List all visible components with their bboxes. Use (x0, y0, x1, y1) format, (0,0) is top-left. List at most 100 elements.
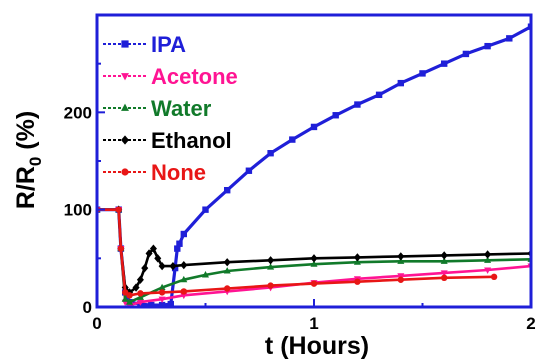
data-point-ipa (375, 91, 383, 99)
data-point-water (223, 267, 231, 274)
legend-marker-none (121, 168, 129, 176)
data-point-ipa (289, 136, 296, 143)
data-point-ethanol (440, 251, 448, 260)
data-point-ethanol (145, 249, 153, 258)
data-point-ethanol (353, 253, 361, 262)
legend: IPA Acetone Water Ethanol None (103, 32, 238, 185)
y-axis-title-subscript: 0 (26, 157, 45, 166)
data-point-none (158, 289, 166, 296)
data-point-water (353, 258, 361, 265)
data-point-none (397, 276, 404, 283)
data-point-ipa (158, 301, 166, 307)
data-point-ipa (245, 167, 253, 174)
data-point-ethanol (484, 250, 492, 259)
data-point-water (136, 293, 144, 300)
data-point-acetone (180, 292, 188, 300)
legend-item-acetone: Acetone (103, 64, 238, 89)
data-point-ethanol (154, 254, 162, 263)
legend-label-water: Water (151, 96, 212, 121)
data-point-water (267, 263, 275, 270)
legend-marker-ipa (121, 40, 129, 48)
data-point-acetone (440, 270, 448, 277)
y-axis-title-main: R/R (12, 166, 40, 209)
data-point-none (137, 290, 144, 297)
data-point-none (490, 273, 498, 281)
data-point-none (354, 278, 361, 285)
data-point-water (180, 275, 188, 283)
y-tick-label: 0 (83, 298, 92, 317)
data-point-ipa (441, 60, 448, 67)
data-point-water (158, 283, 166, 291)
legend-marker-acetone (121, 73, 129, 81)
data-point-ethanol (310, 254, 318, 263)
x-tick-label: 2 (526, 314, 535, 333)
x-axis-title: t (Hours) (265, 332, 369, 359)
data-point-ipa (419, 70, 426, 77)
data-point-ipa (267, 150, 274, 157)
data-point-none (267, 282, 274, 289)
data-point-water (121, 295, 129, 302)
data-point-water (397, 257, 405, 264)
y-tick-label: 100 (64, 201, 92, 220)
data-point-ipa (224, 187, 231, 194)
data-point-water (484, 256, 492, 263)
data-point-water (440, 257, 448, 264)
data-point-ethanol (223, 258, 231, 267)
ticks-layer (96, 62, 532, 308)
data-point-none (115, 206, 122, 213)
data-point-ipa (506, 35, 513, 42)
data-point-ethanol (169, 261, 177, 271)
legend-item-water: Water (103, 96, 212, 121)
legend-marker-ethanol (121, 135, 129, 145)
data-point-ipa (176, 240, 183, 247)
data-point-ipa (148, 301, 155, 307)
series-none (97, 206, 498, 299)
legend-marker-water (121, 103, 129, 111)
legend-item-none: None (103, 160, 206, 185)
y-axis-title-unit: (%) (12, 111, 40, 157)
data-point-ethanol (158, 261, 166, 271)
y-axis-title: R/R0 (%) (12, 111, 45, 209)
data-point-ipa (171, 264, 179, 272)
legend-label-none: None (151, 160, 206, 185)
data-point-ethanol (136, 275, 144, 284)
data-point-ipa (180, 230, 187, 238)
x-tick-label: 0 (92, 314, 101, 333)
data-point-ipa (310, 123, 318, 131)
data-point-ethanol (267, 256, 275, 265)
data-point-ipa (462, 50, 470, 58)
data-point-none (180, 288, 187, 295)
legend-label-ethanol: Ethanol (151, 128, 232, 153)
data-point-ipa (167, 300, 174, 307)
data-point-acetone (136, 299, 144, 306)
legend-label-acetone: Acetone (151, 64, 238, 89)
data-point-ethanol (397, 252, 405, 261)
data-point-ipa (174, 245, 181, 252)
data-point-acetone (484, 267, 492, 274)
data-point-ipa (397, 79, 404, 87)
data-point-none (441, 274, 448, 281)
legend-item-ethanol: Ethanol (103, 128, 232, 153)
data-point-ipa (527, 23, 531, 30)
data-point-ipa (332, 112, 339, 119)
data-point-ipa (354, 101, 361, 108)
data-point-acetone (158, 296, 166, 304)
data-point-none (224, 285, 231, 292)
data-point-water (310, 260, 318, 267)
data-point-water (201, 271, 210, 278)
data-point-none (310, 280, 318, 287)
data-point-ethanol (132, 283, 140, 292)
legend-label-ipa: IPA (151, 32, 186, 57)
data-point-ipa (202, 206, 209, 213)
series-line-ethanol (97, 208, 531, 294)
data-point-ipa (484, 42, 491, 50)
data-point-ethanol (149, 244, 157, 253)
data-point-ethanol (180, 260, 188, 270)
data-point-water (126, 298, 134, 305)
data-point-ethanol (141, 263, 149, 273)
data-point-acetone (397, 273, 405, 280)
tick-labels-layer: 0 1 2 0 100 200 (64, 103, 536, 333)
data-point-none (117, 245, 125, 252)
y-tick-label: 200 (64, 103, 92, 122)
